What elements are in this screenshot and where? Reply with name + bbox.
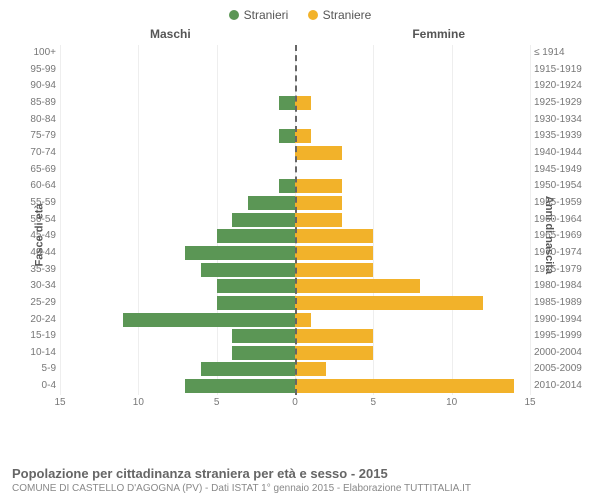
bar-male <box>185 379 295 393</box>
bar-male <box>123 313 295 327</box>
x-tick: 5 <box>371 397 377 408</box>
bar-female <box>295 279 420 293</box>
birth-year-label: 1970-1974 <box>534 247 588 258</box>
plot-area: 100+≤ 191495-991915-191990-941920-192485… <box>60 45 530 395</box>
bar-female <box>295 246 373 260</box>
x-tick: 15 <box>54 397 65 408</box>
x-tick: 0 <box>292 397 298 408</box>
birth-year-label: 1960-1964 <box>534 214 588 225</box>
birth-year-label: ≤ 1914 <box>534 47 588 58</box>
birth-year-label: 1935-1939 <box>534 130 588 141</box>
age-label: 95-99 <box>22 64 56 75</box>
birth-year-label: 1925-1929 <box>534 97 588 108</box>
birth-year-label: 1955-1959 <box>534 197 588 208</box>
age-label: 30-34 <box>22 280 56 291</box>
legend-item-female: Straniere <box>308 8 372 22</box>
birth-year-label: 1990-1994 <box>534 314 588 325</box>
bar-female <box>295 196 342 210</box>
bar-male <box>279 129 295 143</box>
legend-label-female: Straniere <box>323 8 372 22</box>
x-tick: 15 <box>524 397 535 408</box>
x-tick: 10 <box>133 397 144 408</box>
age-label: 60-64 <box>22 180 56 191</box>
header-female: Femmine <box>412 27 465 41</box>
age-label: 100+ <box>22 47 56 58</box>
x-axis: 15105051015 <box>60 397 530 413</box>
birth-year-label: 1950-1954 <box>534 180 588 191</box>
bar-male <box>217 296 295 310</box>
legend-swatch-female <box>308 10 318 20</box>
birth-year-label: 2000-2004 <box>534 347 588 358</box>
birth-year-label: 1915-1919 <box>534 64 588 75</box>
chart-area: Fasce di età Anni di nascita 100+≤ 19149… <box>0 45 600 425</box>
bar-male <box>232 329 295 343</box>
birth-year-label: 1985-1989 <box>534 297 588 308</box>
bar-male <box>185 246 295 260</box>
age-label: 90-94 <box>22 80 56 91</box>
age-label: 45-49 <box>22 230 56 241</box>
bar-male <box>217 279 295 293</box>
age-label: 10-14 <box>22 347 56 358</box>
age-label: 20-24 <box>22 314 56 325</box>
age-label: 85-89 <box>22 97 56 108</box>
x-tick: 10 <box>446 397 457 408</box>
bar-male <box>201 263 295 277</box>
grid-line <box>530 45 531 395</box>
bar-male <box>279 96 295 110</box>
age-label: 50-54 <box>22 214 56 225</box>
age-label: 5-9 <box>22 363 56 374</box>
birth-year-label: 2005-2009 <box>534 363 588 374</box>
birth-year-label: 1965-1969 <box>534 230 588 241</box>
age-label: 80-84 <box>22 114 56 125</box>
age-label: 75-79 <box>22 130 56 141</box>
age-label: 0-4 <box>22 380 56 391</box>
chart-subtitle: COMUNE DI CASTELLO D'AGOGNA (PV) - Dati … <box>12 483 588 494</box>
bar-male <box>201 362 295 376</box>
bar-female <box>295 346 373 360</box>
birth-year-label: 1945-1949 <box>534 164 588 175</box>
chart-title: Popolazione per cittadinanza straniera p… <box>12 466 588 481</box>
bar-male <box>232 213 295 227</box>
birth-year-label: 2010-2014 <box>534 380 588 391</box>
age-label: 55-59 <box>22 197 56 208</box>
bar-female <box>295 229 373 243</box>
bar-female <box>295 263 373 277</box>
birth-year-label: 1930-1934 <box>534 114 588 125</box>
legend-item-male: Stranieri <box>229 8 289 22</box>
center-line <box>295 45 297 395</box>
birth-year-label: 1980-1984 <box>534 280 588 291</box>
column-headers: Maschi Femmine <box>0 27 600 45</box>
bar-male <box>248 196 295 210</box>
age-label: 65-69 <box>22 164 56 175</box>
birth-year-label: 1975-1979 <box>534 264 588 275</box>
bar-female <box>295 296 483 310</box>
age-label: 70-74 <box>22 147 56 158</box>
header-male: Maschi <box>150 27 191 41</box>
age-label: 40-44 <box>22 247 56 258</box>
age-label: 15-19 <box>22 330 56 341</box>
bar-female <box>295 379 514 393</box>
age-label: 35-39 <box>22 264 56 275</box>
legend: Stranieri Straniere <box>0 0 600 27</box>
bar-male <box>217 229 295 243</box>
age-label: 25-29 <box>22 297 56 308</box>
x-tick: 5 <box>214 397 220 408</box>
bar-male <box>232 346 295 360</box>
bar-female <box>295 329 373 343</box>
birth-year-label: 1920-1924 <box>534 80 588 91</box>
bar-male <box>279 179 295 193</box>
legend-label-male: Stranieri <box>244 8 289 22</box>
bar-female <box>295 146 342 160</box>
bar-female <box>295 129 311 143</box>
bar-female <box>295 362 326 376</box>
bar-female <box>295 313 311 327</box>
birth-year-label: 1940-1944 <box>534 147 588 158</box>
bar-female <box>295 179 342 193</box>
footer: Popolazione per cittadinanza straniera p… <box>12 466 588 494</box>
birth-year-label: 1995-1999 <box>534 330 588 341</box>
bar-female <box>295 96 311 110</box>
legend-swatch-male <box>229 10 239 20</box>
bar-female <box>295 213 342 227</box>
